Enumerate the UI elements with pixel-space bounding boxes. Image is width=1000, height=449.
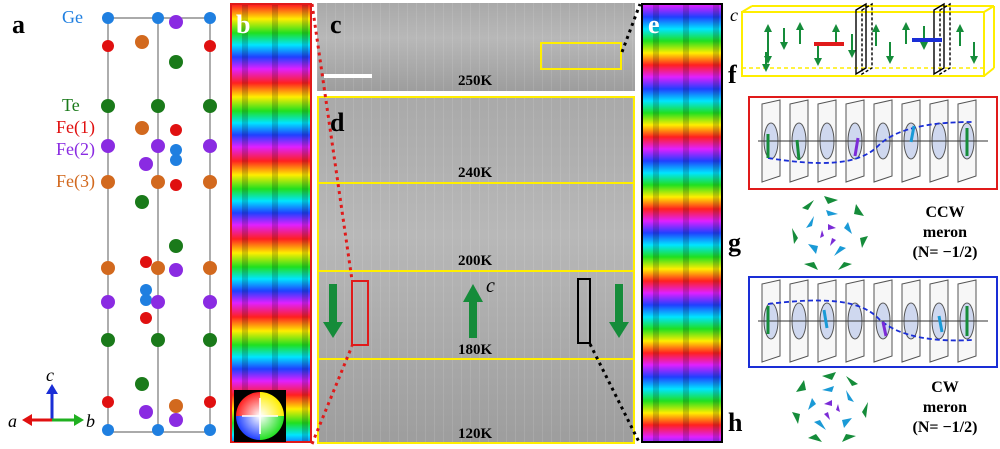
panel-label-c: c — [330, 10, 342, 39]
magnetization-arrows-d — [323, 284, 629, 338]
temp-120k: 120K — [458, 426, 493, 442]
panel-label-h: h — [728, 408, 743, 437]
cw-line1: CW — [931, 379, 959, 396]
legend-fe3: Fe(3) — [56, 171, 95, 191]
ccw-meron-icon — [792, 196, 868, 270]
fe2-atoms — [101, 15, 217, 427]
crystal-structure-panel: a Ge Te Fe(1) Fe(2) Fe(3) — [0, 0, 225, 449]
selection-box-red — [351, 280, 369, 346]
band-120k — [317, 358, 635, 444]
fe3-atoms — [101, 35, 217, 413]
spin-schematic-f — [741, 2, 995, 77]
legend-ge: Ge — [62, 7, 83, 27]
ccw-meron-label: CCW meron (N= −1/2) — [900, 203, 990, 263]
temp-240k: 240K — [458, 165, 493, 181]
unit-cell-drawing — [22, 12, 217, 436]
tem-c-selection-box — [540, 42, 622, 70]
panel-label-f: f — [728, 60, 737, 89]
te-atoms — [101, 55, 217, 391]
axis-label-a: a — [8, 411, 17, 431]
legend-te: Te — [62, 95, 80, 115]
panel-label-g: g — [728, 228, 741, 257]
ccw-line2: meron — [922, 224, 968, 241]
ge-atoms — [102, 12, 216, 436]
axis-label-b: b — [86, 411, 95, 431]
axis-label-c-panel-d: c — [486, 275, 495, 297]
legend-fe2: Fe(2) — [56, 139, 95, 159]
ccw-line3: (N= −1/2) — [912, 244, 978, 261]
meron-helix-red — [748, 96, 998, 190]
temp-200k: 200K — [458, 253, 493, 269]
panel-label-b: b — [236, 10, 251, 39]
lorentz-map-b — [230, 3, 312, 443]
scale-bar — [324, 74, 372, 78]
cw-line3: (N= −1/2) — [912, 419, 978, 436]
lorentz-map-e — [641, 3, 723, 443]
panel-label-d: d — [330, 108, 345, 137]
temp-180k: 180K — [458, 342, 493, 358]
selection-box-black — [577, 278, 591, 344]
cw-meron-icon — [792, 372, 868, 442]
panel-label-e: e — [648, 10, 660, 39]
axis-arrows — [22, 384, 84, 426]
cw-meron-label: CW meron (N= −1/2) — [900, 378, 990, 438]
legend-fe1: Fe(1) — [56, 117, 95, 137]
axis-label-c-panel-f: c — [730, 5, 738, 25]
temp-250k: 250K — [458, 73, 493, 89]
cw-line2: meron — [922, 399, 968, 416]
panel-label-a: a — [12, 10, 25, 39]
axis-label-c: c — [46, 365, 54, 385]
color-wheel-icon — [234, 390, 286, 442]
fe1-atoms — [102, 40, 216, 408]
ccw-line1: CCW — [925, 204, 965, 221]
meron-helix-blue — [748, 276, 998, 368]
